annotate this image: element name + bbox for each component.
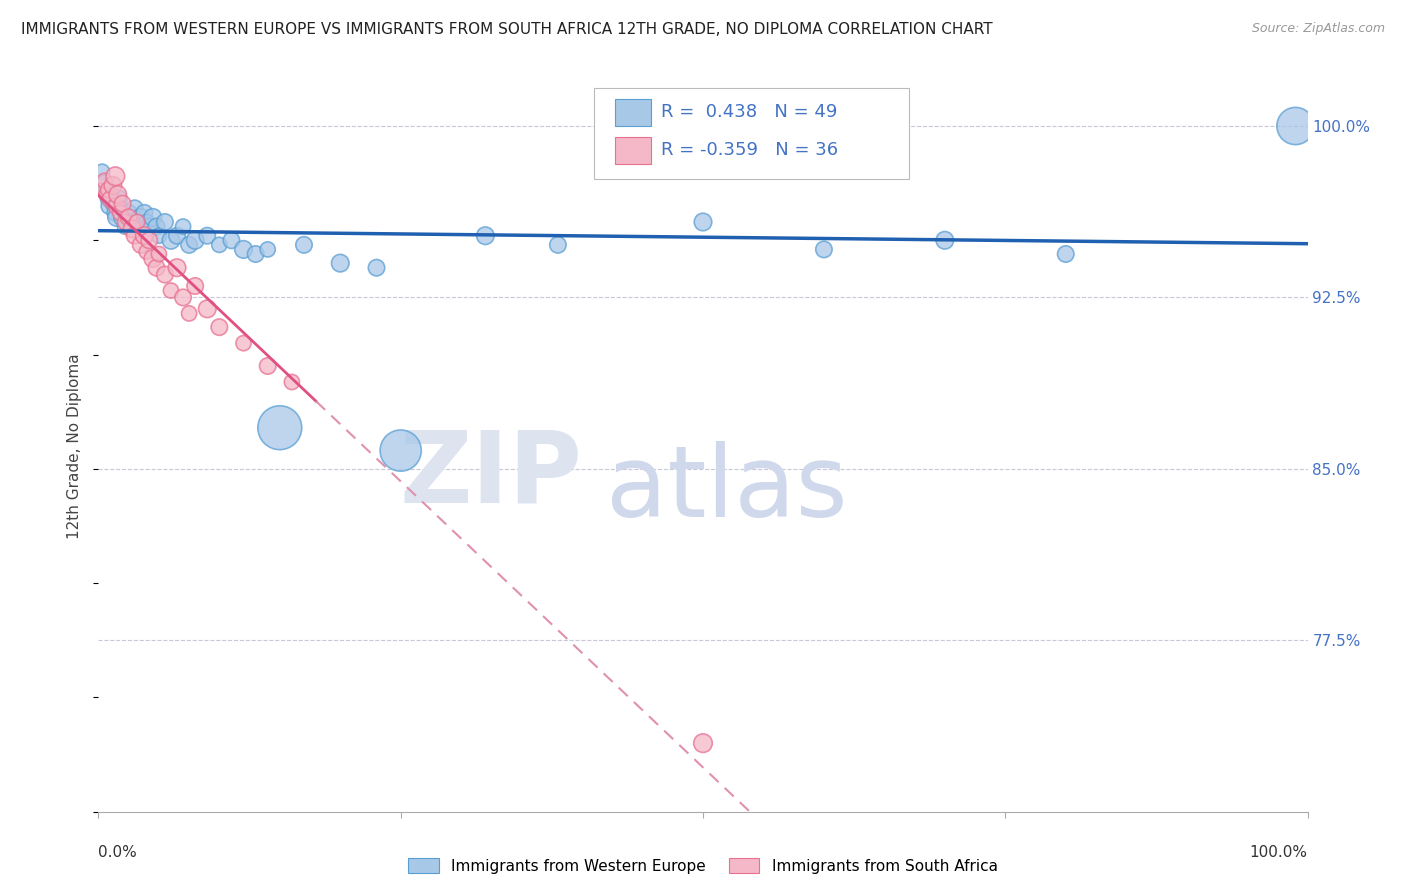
- Point: [366, 260, 388, 275]
- Point: [256, 243, 278, 257]
- Point: [97, 183, 120, 197]
- Text: ZIP: ZIP: [399, 426, 582, 524]
- Point: [98, 199, 121, 213]
- FancyBboxPatch shape: [595, 87, 908, 179]
- Point: [195, 301, 218, 316]
- Point: [107, 187, 129, 202]
- Bar: [614, 136, 651, 164]
- Text: R = -0.359   N = 36: R = -0.359 N = 36: [661, 141, 838, 159]
- Point: [184, 233, 207, 247]
- Point: [692, 215, 714, 229]
- Point: [153, 215, 176, 229]
- Point: [114, 215, 136, 229]
- Point: [245, 247, 267, 261]
- Point: [148, 228, 170, 243]
- Point: [91, 183, 114, 197]
- Point: [138, 219, 160, 234]
- Point: [232, 336, 254, 351]
- Y-axis label: 12th Grade, No Diploma: 12th Grade, No Diploma: [67, 353, 83, 539]
- Bar: [614, 99, 651, 127]
- Point: [93, 174, 115, 188]
- Point: [94, 187, 117, 202]
- Point: [142, 252, 165, 266]
- Point: [111, 211, 134, 225]
- Point: [195, 228, 218, 243]
- Point: [129, 237, 152, 252]
- Point: [142, 211, 165, 225]
- Point: [474, 228, 496, 243]
- Text: 0.0%: 0.0%: [98, 845, 138, 860]
- Point: [547, 237, 569, 252]
- Text: atlas: atlas: [606, 442, 848, 539]
- Point: [153, 268, 176, 282]
- Point: [1054, 247, 1077, 261]
- Point: [179, 237, 201, 252]
- Text: R =  0.438   N = 49: R = 0.438 N = 49: [661, 103, 837, 120]
- Point: [148, 247, 170, 261]
- Point: [101, 178, 124, 193]
- Point: [105, 199, 128, 213]
- Point: [100, 192, 122, 206]
- Point: [232, 243, 254, 257]
- Point: [105, 211, 128, 225]
- Point: [172, 290, 194, 304]
- Point: [329, 256, 352, 270]
- Point: [93, 176, 115, 190]
- Point: [124, 202, 146, 216]
- Point: [208, 320, 231, 334]
- Point: [114, 219, 136, 234]
- Point: [179, 306, 201, 320]
- Point: [111, 196, 134, 211]
- Point: [118, 206, 141, 220]
- Text: IMMIGRANTS FROM WESTERN EUROPE VS IMMIGRANTS FROM SOUTH AFRICA 12TH GRADE, NO DI: IMMIGRANTS FROM WESTERN EUROPE VS IMMIGR…: [21, 22, 993, 37]
- Point: [145, 260, 167, 275]
- Point: [1284, 119, 1306, 133]
- Point: [172, 219, 194, 234]
- Point: [389, 443, 412, 458]
- Point: [135, 215, 157, 229]
- Point: [121, 215, 143, 229]
- Point: [145, 219, 167, 234]
- Point: [124, 228, 146, 243]
- Point: [166, 228, 188, 243]
- Point: [108, 206, 131, 220]
- Point: [107, 192, 129, 206]
- Point: [221, 233, 243, 247]
- Point: [281, 375, 304, 389]
- Point: [104, 206, 127, 220]
- Point: [100, 187, 122, 202]
- Point: [94, 183, 117, 197]
- Point: [134, 228, 156, 243]
- Point: [160, 233, 183, 247]
- Point: [97, 192, 120, 206]
- Point: [91, 164, 114, 178]
- Point: [101, 196, 124, 211]
- Point: [127, 215, 149, 229]
- Point: [166, 260, 188, 275]
- Point: [129, 211, 152, 225]
- Point: [134, 206, 156, 220]
- Point: [692, 736, 714, 750]
- Point: [269, 420, 291, 434]
- Text: Source: ZipAtlas.com: Source: ZipAtlas.com: [1251, 22, 1385, 36]
- Point: [135, 244, 157, 259]
- Point: [118, 211, 141, 225]
- Point: [104, 169, 127, 184]
- Point: [256, 359, 278, 373]
- Point: [208, 237, 231, 252]
- Point: [813, 243, 835, 257]
- Point: [121, 222, 143, 236]
- Point: [934, 233, 956, 247]
- Point: [138, 233, 160, 247]
- Point: [184, 279, 207, 293]
- Point: [127, 215, 149, 229]
- Point: [160, 284, 183, 298]
- Point: [292, 237, 315, 252]
- Point: [108, 202, 131, 216]
- Legend: Immigrants from Western Europe, Immigrants from South Africa: Immigrants from Western Europe, Immigran…: [402, 852, 1004, 880]
- Text: 100.0%: 100.0%: [1250, 845, 1308, 860]
